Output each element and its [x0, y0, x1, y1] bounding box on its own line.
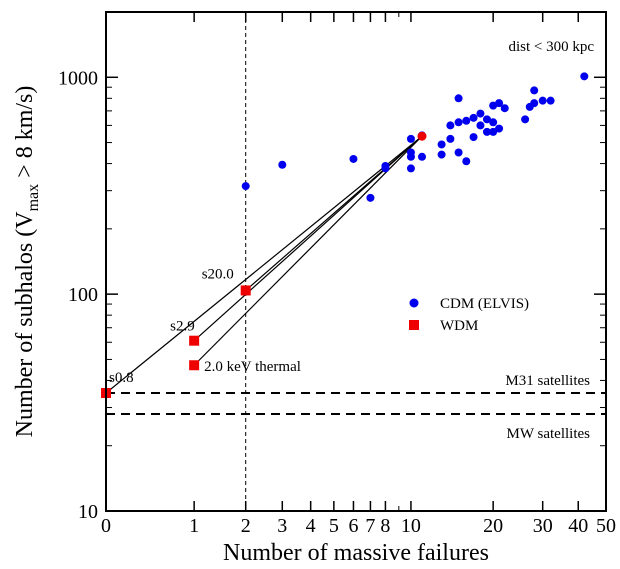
cdm-point — [500, 104, 509, 113]
x-tick-label: 3 — [277, 515, 287, 537]
x-tick-label: 2 — [241, 515, 251, 537]
legend-marker-wdm — [409, 320, 419, 330]
cdm-point — [381, 161, 390, 170]
cdm-point — [521, 115, 530, 124]
distance-annotation: dist < 300 kpc — [508, 39, 594, 55]
m31-satellites-label: M31 satellites — [505, 373, 590, 389]
cdm-point — [546, 96, 555, 105]
wdm-point-label: s2.9 — [170, 319, 195, 335]
y-axis-title: Number of subhalos (Vmax > 8 km/s) — [12, 86, 42, 438]
wdm-point-label: s20.0 — [202, 266, 234, 282]
cdm-point — [580, 72, 589, 81]
wdm-point-label: s0.8 — [109, 370, 134, 386]
y-axis-title-subscript: max — [25, 184, 42, 212]
x-tick-label: 5 — [329, 515, 339, 537]
cdm-point — [482, 127, 491, 136]
cdm-point — [406, 148, 415, 157]
cdm-point — [530, 99, 539, 108]
legend-marker-cdm — [409, 298, 419, 308]
data-points: s0.8 2.0 keV thermal s2.9 s20.0 — [101, 72, 589, 399]
cdm-point — [446, 121, 455, 130]
wdm-point — [240, 285, 251, 296]
cdm-point — [454, 148, 463, 157]
cdm-point — [530, 86, 539, 95]
plot-frame — [105, 11, 607, 512]
x-tick-label: 30 — [533, 515, 553, 537]
connecting-lines — [105, 135, 423, 394]
x-tick-label: 4 — [306, 515, 316, 537]
cdm-point — [406, 164, 415, 173]
cdm-point — [469, 133, 478, 142]
cdm-point — [454, 94, 463, 103]
x-tick-label: 20 — [483, 515, 503, 537]
cdm-point — [469, 113, 478, 122]
cdm-point — [446, 134, 455, 143]
cdm-point — [489, 127, 498, 136]
y-axis-title-tail: > 8 km/s) — [12, 86, 38, 184]
x-tick-label: 1 — [189, 515, 199, 537]
cdm-point — [454, 118, 463, 127]
y-tick-label: 100 — [68, 284, 98, 306]
cdm-point — [366, 193, 375, 202]
legend: CDM (ELVIS) WDM — [409, 296, 529, 334]
highlighted-point — [417, 131, 427, 141]
cdm-point — [476, 121, 485, 130]
cdm-point — [241, 182, 250, 191]
x-tick-label: 8 — [380, 515, 390, 537]
x-tick-label: 7 — [365, 515, 375, 537]
wdm-connector-line — [105, 135, 423, 394]
cdm-point — [495, 124, 504, 133]
y-tick-label: 10 — [78, 501, 98, 523]
x-tick-label: 6 — [348, 515, 358, 537]
cdm-point — [462, 116, 471, 125]
legend-label-cdm: CDM (ELVIS) — [440, 296, 529, 312]
y-tick-label: 1000 — [58, 67, 98, 89]
cdm-point — [437, 150, 446, 159]
wdm-point — [189, 360, 200, 371]
y-axis-title-main: Number of subhalos (V — [12, 211, 38, 438]
wdm-connector-line — [193, 135, 423, 366]
cdm-point — [278, 160, 287, 169]
cdm-point — [495, 99, 504, 108]
wdm-point — [189, 335, 200, 346]
cdm-point — [349, 154, 358, 163]
cdm-point — [489, 118, 498, 127]
cdm-point — [538, 96, 547, 105]
cdm-point — [482, 115, 491, 124]
mw-satellites-label: MW satellites — [507, 426, 591, 442]
cdm-point — [476, 109, 485, 118]
cdm-point — [417, 152, 426, 161]
x-axis-title: Number of massive failures — [223, 540, 489, 566]
cdm-point — [462, 157, 471, 166]
x-tick-label: 10 — [401, 515, 421, 537]
wdm-point-label: 2.0 keV thermal — [204, 359, 301, 375]
cdm-point — [406, 134, 415, 143]
wdm-connector-line — [245, 135, 423, 291]
x-tick-label: 50 — [596, 515, 616, 537]
x-tick-label: 0 — [101, 515, 111, 537]
reference-lines — [106, 12, 606, 511]
cdm-point — [437, 140, 446, 149]
legend-label-wdm: WDM — [440, 318, 478, 334]
x-tick-label: 40 — [568, 515, 588, 537]
